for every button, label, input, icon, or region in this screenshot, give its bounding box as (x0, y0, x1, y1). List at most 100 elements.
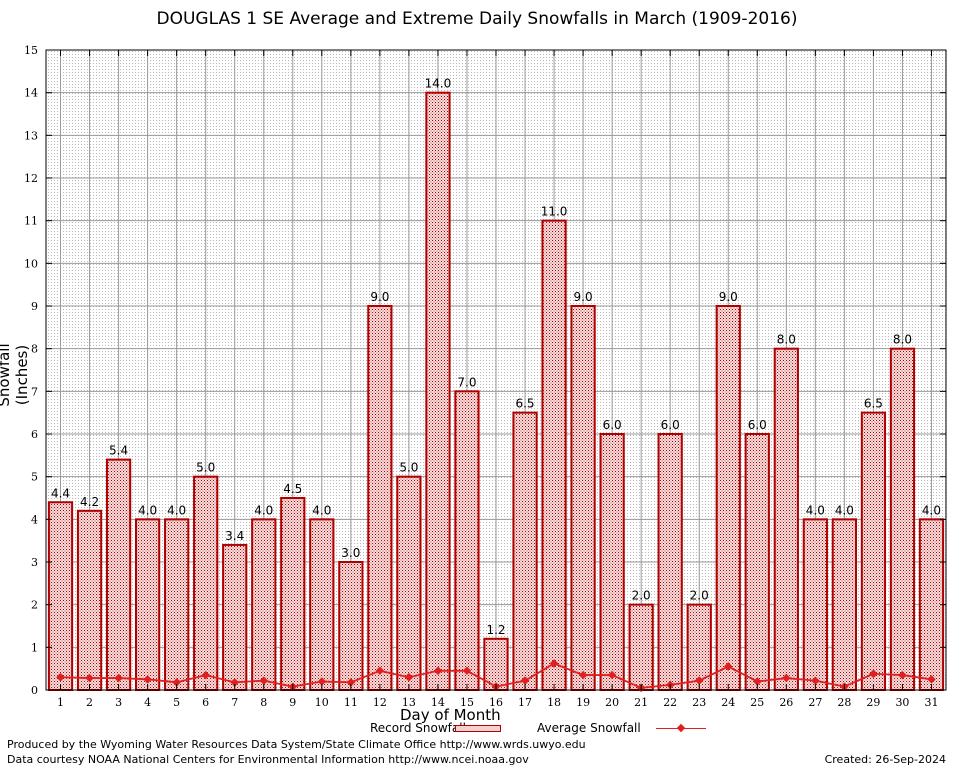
bar-value-label: 5.4 (109, 444, 128, 458)
footer-data-courtesy: Data courtesy NOAA National Centers for … (7, 753, 529, 766)
bar-value-label: 4.2 (80, 495, 99, 509)
x-tick-label: 17 (518, 696, 532, 709)
average-point (724, 662, 733, 671)
x-tick-label: 18 (547, 696, 561, 709)
y-tick-label: 10 (24, 257, 38, 270)
x-tick-label: 28 (837, 696, 851, 709)
average-point (520, 676, 530, 685)
x-tick-label: 9 (289, 696, 296, 709)
record-bar (367, 305, 393, 691)
y-tick-label: 11 (24, 215, 38, 228)
bar-value-label: 4.4 (51, 486, 70, 500)
bar-value-label: 3.4 (225, 529, 244, 543)
y-tick-label: 7 (31, 385, 38, 398)
bar-value-label: 5.0 (196, 461, 215, 475)
x-tick-label: 11 (344, 696, 358, 709)
y-tick-label: 14 (24, 87, 38, 100)
average-point (346, 678, 356, 687)
bar-value-label: 3.0 (341, 546, 360, 560)
average-point (433, 666, 443, 676)
y-tick-label: 1 (31, 641, 38, 654)
average-point (782, 673, 791, 683)
x-tick-label: 13 (402, 696, 416, 709)
average-point (317, 677, 327, 686)
average-point (811, 676, 820, 685)
average-point (927, 675, 936, 684)
footer-created: Created: 26-Sep-2024 (824, 753, 946, 766)
x-tick-label: 22 (663, 696, 677, 709)
x-tick-label: 15 (460, 696, 474, 709)
x-tick-label: 16 (489, 696, 503, 709)
average-point (259, 676, 268, 685)
record-bar (193, 475, 219, 691)
average-point (694, 676, 704, 685)
bar-value-label: 4.5 (283, 482, 302, 496)
record-bar (657, 433, 683, 691)
bar-value-label: 6.5 (864, 397, 883, 411)
x-tick-label: 19 (576, 696, 590, 709)
record-bar (831, 518, 857, 691)
y-tick-label: 5 (31, 471, 38, 484)
record-bar (715, 305, 741, 691)
x-axis-label: Day of Month (400, 706, 501, 724)
y-tick-label: 13 (24, 129, 38, 142)
record-bar (396, 475, 422, 691)
average-point (462, 666, 472, 676)
bar-value-label: 4.0 (835, 503, 854, 517)
record-bar (628, 603, 654, 692)
record-bar (454, 390, 480, 691)
x-tick-label: 25 (750, 696, 764, 709)
bar-value-label: 2.0 (690, 589, 709, 603)
x-axis-ticks: 1 2 3 4 5 6 7 8 9 10 11 12 13 14 15 16 17 18 19 20 21 22 23 24 2… (57, 50, 938, 709)
record-bar (105, 458, 132, 691)
bar-value-label: 9.0 (574, 290, 593, 304)
record-bar (76, 509, 103, 691)
record-bar (164, 518, 190, 691)
x-tick-label: 14 (431, 696, 445, 709)
record-bar (889, 347, 916, 691)
record-bars (47, 91, 945, 692)
y-tick-label: 3 (31, 556, 38, 569)
record-bar (512, 411, 538, 691)
bar-value-label: 7.0 (457, 375, 476, 389)
y-tick-label: 9 (31, 300, 38, 313)
x-tick-label: 12 (373, 696, 387, 709)
x-tick-label: 30 (895, 696, 909, 709)
x-tick-label: 29 (866, 696, 880, 709)
average-point (869, 669, 878, 679)
bar-value-label: 2.0 (632, 589, 651, 603)
bar-value-label: 4.0 (138, 503, 157, 517)
record-bar (918, 518, 945, 691)
x-tick-label: 8 (260, 696, 267, 709)
x-tick-label: 1 (57, 696, 64, 709)
footer-produced-by: Produced by the Wyoming Water Resources … (7, 738, 586, 751)
x-tick-label: 3 (115, 696, 122, 709)
record-bar (860, 411, 887, 691)
chart-title: DOUGLAS 1 SE Average and Extreme Daily S… (156, 9, 798, 29)
bar-value-label: 1.2 (486, 623, 505, 637)
x-tick-label: 10 (315, 696, 329, 709)
bar-value-label: 4.0 (806, 503, 825, 517)
x-tick-label: 6 (202, 696, 209, 709)
average-point (375, 666, 385, 676)
bar-value-labels: 4.4 4.2 5.4 4.0 4.0 5.0 3.4 4.0 4.5 4.0 3.0 9.0 5.0 1… (51, 77, 941, 637)
bar-value-label: 4.0 (922, 503, 941, 517)
average-point (607, 670, 617, 680)
bar-value-label: 6.0 (603, 418, 622, 432)
bar-value-label: 9.0 (370, 290, 389, 304)
y-tick-label: 2 (31, 599, 38, 612)
record-bar (280, 497, 306, 691)
x-tick-label: 4 (144, 696, 151, 709)
x-tick-label: 21 (634, 696, 648, 709)
x-tick-label: 24 (721, 696, 735, 709)
x-tick-label: 2 (86, 696, 93, 709)
bar-value-label: 6.0 (748, 418, 767, 432)
record-bar (541, 219, 567, 692)
x-tick-label: 20 (605, 696, 619, 709)
average-point (753, 677, 762, 686)
bar-value-label: 9.0 (719, 290, 738, 304)
bar-value-label: 6.5 (515, 397, 534, 411)
record-bar (773, 347, 799, 691)
y-axis-label: Snowfall (Inches) (0, 343, 31, 407)
